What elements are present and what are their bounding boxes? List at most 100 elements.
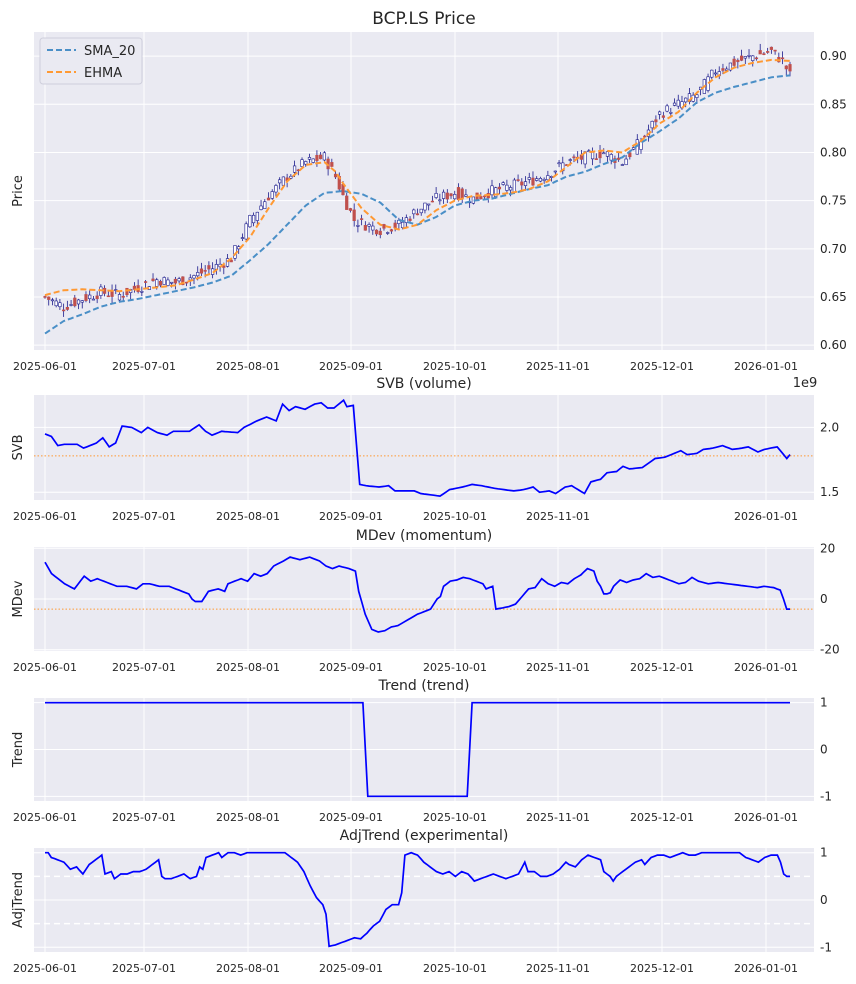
y-tick-label: 1 xyxy=(820,846,828,860)
y-tick-label: -1 xyxy=(820,789,832,803)
candle-body xyxy=(747,55,751,57)
candle-body xyxy=(430,200,435,203)
candle-body xyxy=(292,165,297,173)
candle-body xyxy=(732,58,736,66)
panel-title: MDev (momentum) xyxy=(356,528,492,544)
x-tick-label: 2025-07-01 xyxy=(112,661,176,674)
y-tick-label: 2.0 xyxy=(820,420,839,434)
x-tick-label: 2025-10-01 xyxy=(423,360,487,373)
candle-body xyxy=(605,151,610,157)
x-tick-label: 2025-06-01 xyxy=(13,661,77,674)
candle-body xyxy=(609,154,613,161)
candle-body xyxy=(520,181,524,186)
candle-body xyxy=(389,229,394,232)
x-tick-label: 2025-12-01 xyxy=(630,962,694,975)
candle-body xyxy=(117,294,122,301)
y-axis-label: SVB xyxy=(11,434,26,460)
candle-body xyxy=(278,179,282,184)
candle-body xyxy=(464,194,468,197)
candle-body xyxy=(456,187,461,201)
candle-body xyxy=(371,225,375,231)
candle-body xyxy=(542,178,546,181)
candle-body xyxy=(650,120,654,129)
y-tick-label: 0.60 xyxy=(820,338,847,352)
y-tick-label: 1 xyxy=(820,696,828,710)
candle-body xyxy=(352,209,356,221)
trend-series-line xyxy=(45,701,790,798)
candle-body xyxy=(274,185,278,193)
x-tick-label: 2025-08-01 xyxy=(216,360,280,373)
candle-body xyxy=(319,154,323,160)
candle-body xyxy=(658,111,662,115)
candle-body xyxy=(196,272,200,277)
x-tick-label: 2025-08-01 xyxy=(216,811,280,824)
candle-body xyxy=(222,265,226,268)
candle-body xyxy=(244,223,248,240)
candle-body xyxy=(393,222,397,229)
candle-body xyxy=(404,217,408,223)
candle-body xyxy=(557,162,561,165)
candle-body xyxy=(427,203,431,206)
panel-title: AdjTrend (experimental) xyxy=(340,828,509,844)
candle-body xyxy=(270,191,274,199)
panel-title: BCP.LS Price xyxy=(372,9,475,29)
candle-body xyxy=(594,158,598,160)
x-tick-label: 2025-08-01 xyxy=(216,510,280,523)
candle-body xyxy=(88,294,92,300)
candle-body xyxy=(434,193,438,198)
candle-body xyxy=(769,46,773,50)
candle-body xyxy=(143,281,148,283)
y-axis-label: Trend xyxy=(11,732,26,769)
x-tick-label: 2026-01-01 xyxy=(734,811,798,824)
candle-body xyxy=(676,99,680,107)
candle-body xyxy=(348,208,353,211)
candle-body xyxy=(531,177,535,186)
candle-body xyxy=(155,279,159,287)
candle-body xyxy=(497,186,502,190)
candle-body xyxy=(76,299,81,305)
candle-body xyxy=(400,221,405,228)
x-tick-label: 2025-08-01 xyxy=(216,962,280,975)
candle-body xyxy=(602,152,606,155)
candle-body xyxy=(54,300,58,307)
y-tick-label: -1 xyxy=(820,940,832,954)
x-tick-label: 2025-12-01 xyxy=(630,661,694,674)
candle-body xyxy=(382,224,386,229)
x-tick-label: 2026-01-01 xyxy=(734,962,798,975)
x-tick-label: 2025-12-01 xyxy=(630,811,694,824)
candle-body xyxy=(695,94,699,98)
y-tick-label: 1.5 xyxy=(820,485,839,499)
candle-body xyxy=(184,281,189,284)
x-tick-label: 2025-11-01 xyxy=(526,962,590,975)
candle-body xyxy=(535,178,539,181)
x-tick-label: 2026-01-01 xyxy=(734,360,798,373)
panel-trend xyxy=(34,698,814,801)
legend-label-sma: SMA_20 xyxy=(84,44,135,59)
candle-body xyxy=(654,119,658,123)
panel-adjtrend xyxy=(34,848,814,952)
candle-body xyxy=(170,281,174,284)
candle-body xyxy=(307,157,312,160)
candle-body xyxy=(460,188,464,199)
sma20-line xyxy=(44,74,791,335)
candle-body xyxy=(412,209,416,215)
x-tick-label: 2025-09-01 xyxy=(319,962,383,975)
panel-price: SMA_20 EHMA xyxy=(34,32,814,350)
candle-body xyxy=(106,295,110,298)
candle-body xyxy=(743,56,747,59)
x-tick-label: 2025-07-01 xyxy=(112,962,176,975)
panel-title: Trend (trend) xyxy=(378,678,470,694)
candle-body xyxy=(73,297,77,307)
plot-area xyxy=(34,32,814,350)
candle-body xyxy=(438,199,442,202)
candle-body xyxy=(263,201,267,209)
x-tick-label: 2025-10-01 xyxy=(423,661,487,674)
candle-body xyxy=(58,302,62,308)
candle-body xyxy=(546,175,550,181)
x-tick-label: 2025-07-01 xyxy=(112,360,176,373)
candle-body xyxy=(91,298,96,301)
candle-body xyxy=(345,195,349,210)
candle-body xyxy=(65,306,69,310)
y-tick-label: 0.75 xyxy=(820,194,847,208)
